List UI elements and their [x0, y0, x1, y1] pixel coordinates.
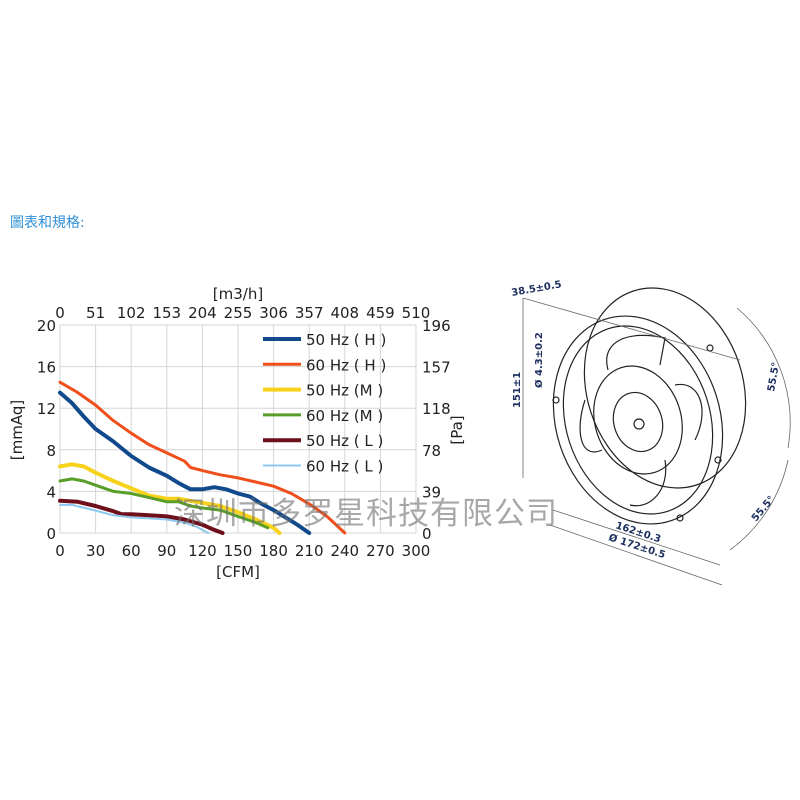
x-tick-label: 300 [402, 542, 431, 560]
x-tick-label: 150 [224, 542, 253, 560]
x-tick-label: 240 [330, 542, 359, 560]
x2-tick-label: 510 [402, 304, 431, 322]
x2-tick-label: 0 [55, 304, 65, 322]
x2-tick-label: 306 [259, 304, 288, 322]
x-tick-label: 180 [259, 542, 288, 560]
legend-label: 50 Hz ( L ) [306, 432, 383, 450]
x-tick-label: 270 [366, 542, 395, 560]
fan-shaft [633, 418, 645, 430]
x2-tick-label: 51 [86, 304, 105, 322]
y2-tick-label: 196 [422, 317, 451, 335]
y-tick-label: 12 [37, 400, 56, 418]
fan-blade [629, 459, 667, 507]
x2-tick-label: 408 [330, 304, 359, 322]
y-tick-label: 4 [46, 483, 56, 501]
series-line-2 [58, 462, 282, 535]
fan-hub [612, 391, 664, 453]
y-tick-label: 8 [46, 442, 56, 460]
x2-tick-label: 459 [366, 304, 395, 322]
x-tick-label: 120 [188, 542, 217, 560]
y-tick-label: 0 [46, 525, 56, 543]
dim-height: 151±1 [512, 372, 523, 408]
y-tick-label: 16 [37, 359, 56, 377]
x-tick-label: 60 [122, 542, 141, 560]
fan-blade [606, 334, 666, 371]
section-heading: 圖表和規格: [10, 215, 85, 231]
x2-tick-label: 204 [188, 304, 217, 322]
y2-tick-label: 39 [422, 483, 441, 501]
fan-frame-outer [552, 315, 724, 525]
legend-label: 60 Hz (M ) [306, 407, 383, 425]
x-tick-label: 210 [295, 542, 324, 560]
fan-frame-inner [562, 325, 714, 515]
fan-frame-back [583, 287, 747, 489]
y2-axis-title: [Pa] [448, 415, 466, 444]
dim-angle-top: 55.5° [766, 361, 782, 392]
dim-angle-bottom: 55.5° [750, 494, 778, 524]
series-line-0 [58, 390, 312, 535]
watermark: 深圳市多罗星科技有限公司 [174, 496, 558, 532]
x2-tick-label: 357 [295, 304, 324, 322]
x-axis-title: [CFM] [216, 563, 260, 581]
x2-axis-title: [m3/h] [213, 285, 263, 303]
series-line-4 [58, 498, 225, 535]
y2-tick-label: 0 [422, 525, 432, 543]
series-line-5 [59, 503, 210, 534]
series-lines [58, 380, 347, 535]
x-tick-label: 0 [55, 542, 65, 560]
legend-label: 50 Hz (M ) [306, 382, 383, 400]
legend-label: 50 Hz ( H ) [306, 331, 386, 349]
y-axis-title: [mmAq] [8, 400, 26, 460]
y2-tick-label: 78 [422, 442, 441, 460]
legend-label: 60 Hz ( L ) [306, 458, 383, 476]
x-tick-label: 30 [86, 542, 105, 560]
legend-label: 60 Hz ( H ) [306, 356, 386, 374]
legend: 50 Hz ( H ) 60 Hz ( H ) 50 Hz (M ) 60 Hz (M… [263, 331, 386, 476]
y-tick-label: 20 [37, 317, 56, 335]
y2-tick-label: 157 [422, 359, 451, 377]
series-line-1 [58, 380, 347, 535]
y2-tick-label: 118 [422, 400, 451, 418]
fan-blade [579, 399, 603, 453]
dim-hole: Ø 4.3±0.2 [533, 332, 545, 388]
x2-tick-label: 102 [117, 304, 146, 322]
dim-depth: 38.5±0.5 [511, 279, 563, 299]
x2-tick-label: 153 [152, 304, 181, 322]
x-tick-label: 90 [157, 542, 176, 560]
fan-dimension-drawing: 38.5±0.5 151±1 Ø 4.3±0.2 162±0.3 Ø 172±0… [511, 279, 791, 586]
fan-hub-ring [593, 365, 683, 475]
fan-blade [674, 383, 703, 441]
series-line-3 [58, 477, 270, 530]
x2-tick-label: 255 [224, 304, 253, 322]
